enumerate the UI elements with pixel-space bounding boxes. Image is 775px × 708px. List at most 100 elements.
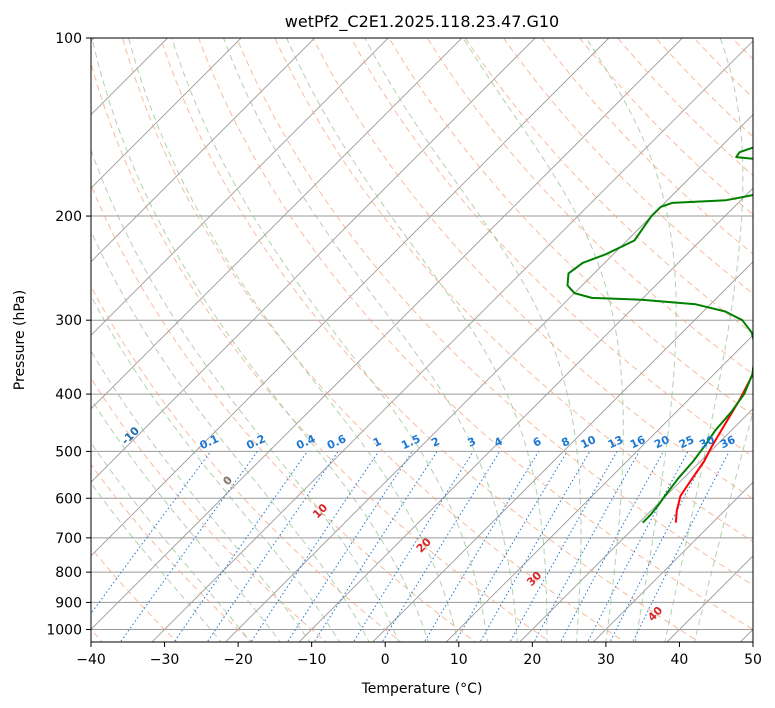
isotherm-line <box>91 38 389 336</box>
x-tick-label: 10 <box>450 652 468 668</box>
isotherm-line <box>91 38 242 189</box>
moist-adiabat-line <box>664 38 744 642</box>
moist-adiabat-line <box>223 38 518 642</box>
series-layer <box>566 146 753 524</box>
mixing-ratio-line <box>454 451 568 642</box>
isotherm-line <box>445 334 753 642</box>
mixing-ratio-line <box>609 451 709 642</box>
dry-adiabat-line <box>426 38 753 375</box>
y-tick-label: 600 <box>55 491 82 507</box>
isotherm-line <box>91 38 316 263</box>
dry-adiabat-line <box>121 38 626 642</box>
isotherm-line <box>666 555 753 642</box>
mixing-ratio-label: 10 <box>579 433 599 451</box>
moist-adiabat-line <box>585 38 677 642</box>
dry-adiabat-line <box>655 38 753 138</box>
moist-adiabat-line <box>364 38 582 642</box>
x-tick-label: 30 <box>597 652 615 668</box>
mixing-ratio-line <box>250 451 380 642</box>
y-tick-label: 1000 <box>46 622 82 638</box>
isotherm-line <box>91 38 610 557</box>
mixing-ratio-line <box>119 451 258 642</box>
mixing-ratio-line <box>206 451 339 642</box>
mixing-ratio-label: 0.4 <box>294 432 317 452</box>
moist-adiabat-line <box>91 441 252 642</box>
dry-adiabat-line <box>540 38 753 255</box>
mixing-ratio-label: 1 <box>371 435 383 450</box>
x-axis: −40 −30 −20 −10 0 10 20 30 40 50 <box>76 642 762 668</box>
moist-adiabat-line <box>128 38 459 642</box>
dry-adiabat-line <box>731 38 753 60</box>
moist-adiabat-line <box>91 349 311 642</box>
x-tick-label: 0 <box>381 652 390 668</box>
dry-adiabat-line <box>198 38 753 631</box>
background-lines <box>91 38 753 642</box>
moist-adiabat-line <box>91 148 400 642</box>
dry-adiabat-line <box>693 38 753 99</box>
x-tick-label: 40 <box>671 652 689 668</box>
y-tick-label: 200 <box>55 209 82 225</box>
isotherm-line <box>519 408 753 642</box>
mixing-ratio-line <box>91 451 212 615</box>
mixing-ratio-label: 30 <box>697 433 717 451</box>
mixing-ratio-line <box>313 451 438 642</box>
moist-adiabat-line <box>91 38 429 642</box>
dry-adiabat-label: -10 <box>119 424 142 447</box>
isotherm-line <box>91 38 463 410</box>
dry-adiabat-line <box>91 183 477 642</box>
y-tick-label: 800 <box>55 565 82 581</box>
dry-adiabat-line <box>350 38 753 458</box>
mixing-ratio-label: 13 <box>606 433 625 451</box>
isotherm-line <box>372 261 753 642</box>
mixing-ratio-label: 36 <box>718 433 738 451</box>
moist-adiabat-line <box>462 38 624 642</box>
mixing-ratio-label: 6 <box>531 435 544 450</box>
dry-adiabat-line <box>91 61 551 642</box>
mixing-ratio-label: 20 <box>652 433 672 451</box>
mixing-ratio-line <box>286 451 413 642</box>
plot-frame <box>90 37 754 643</box>
temperature-profile-line <box>674 370 753 523</box>
dry-adiabat-line <box>236 38 753 586</box>
moist-adiabat-line <box>286 38 548 642</box>
isotherm-line <box>224 113 753 642</box>
chart-title: wetPf2_C2E1.2025.118.23.47.G10 <box>285 12 559 32</box>
x-tick-label: −40 <box>76 652 106 668</box>
x-tick-label: −20 <box>223 652 253 668</box>
x-tick-label: −30 <box>150 652 180 668</box>
isotherm-line <box>91 38 684 631</box>
mixing-ratio-line <box>423 451 540 642</box>
dry-adiabat-line <box>388 38 753 416</box>
y-axis-title: Pressure (hPa) <box>12 290 28 390</box>
mixing-ratio-line <box>381 451 501 642</box>
moist-adiabat-line <box>91 294 340 642</box>
y-tick-label: 900 <box>55 595 82 611</box>
x-axis-title: Temperature (°C) <box>361 681 483 697</box>
mixing-ratio-label: 2 <box>429 435 441 450</box>
moist-adiabat-line <box>91 482 222 642</box>
moist-adiabat-line <box>91 229 370 642</box>
isotherm-line <box>298 187 753 642</box>
isotherm-line <box>151 40 753 642</box>
dry-adiabat-label: 0 <box>220 473 235 488</box>
dry-adiabat-label: 40 <box>645 604 665 624</box>
y-tick-label: 300 <box>55 313 82 329</box>
dry-adiabat-line <box>502 38 753 295</box>
y-tick-label: 700 <box>55 531 82 547</box>
mixing-ratio-line <box>560 451 664 642</box>
dewpoint-profile-line <box>566 146 753 524</box>
y-tick-label: 500 <box>55 444 82 460</box>
x-tick-label: 50 <box>744 652 762 668</box>
moist-adiabat-line <box>693 409 753 642</box>
mixing-ratio-line <box>352 451 474 642</box>
dry-adiabat-line <box>274 38 753 543</box>
y-tick-label: 400 <box>55 387 82 403</box>
dry-adiabat-line <box>579 38 753 216</box>
dry-adiabat-line <box>91 463 253 642</box>
x-tick-label: 20 <box>523 652 541 668</box>
mixing-ratio-line <box>173 451 308 642</box>
mixing-ratio-label: 1.5 <box>399 432 422 452</box>
mixing-ratio-label: 0.1 <box>198 432 221 452</box>
isotherm-line <box>592 481 753 642</box>
